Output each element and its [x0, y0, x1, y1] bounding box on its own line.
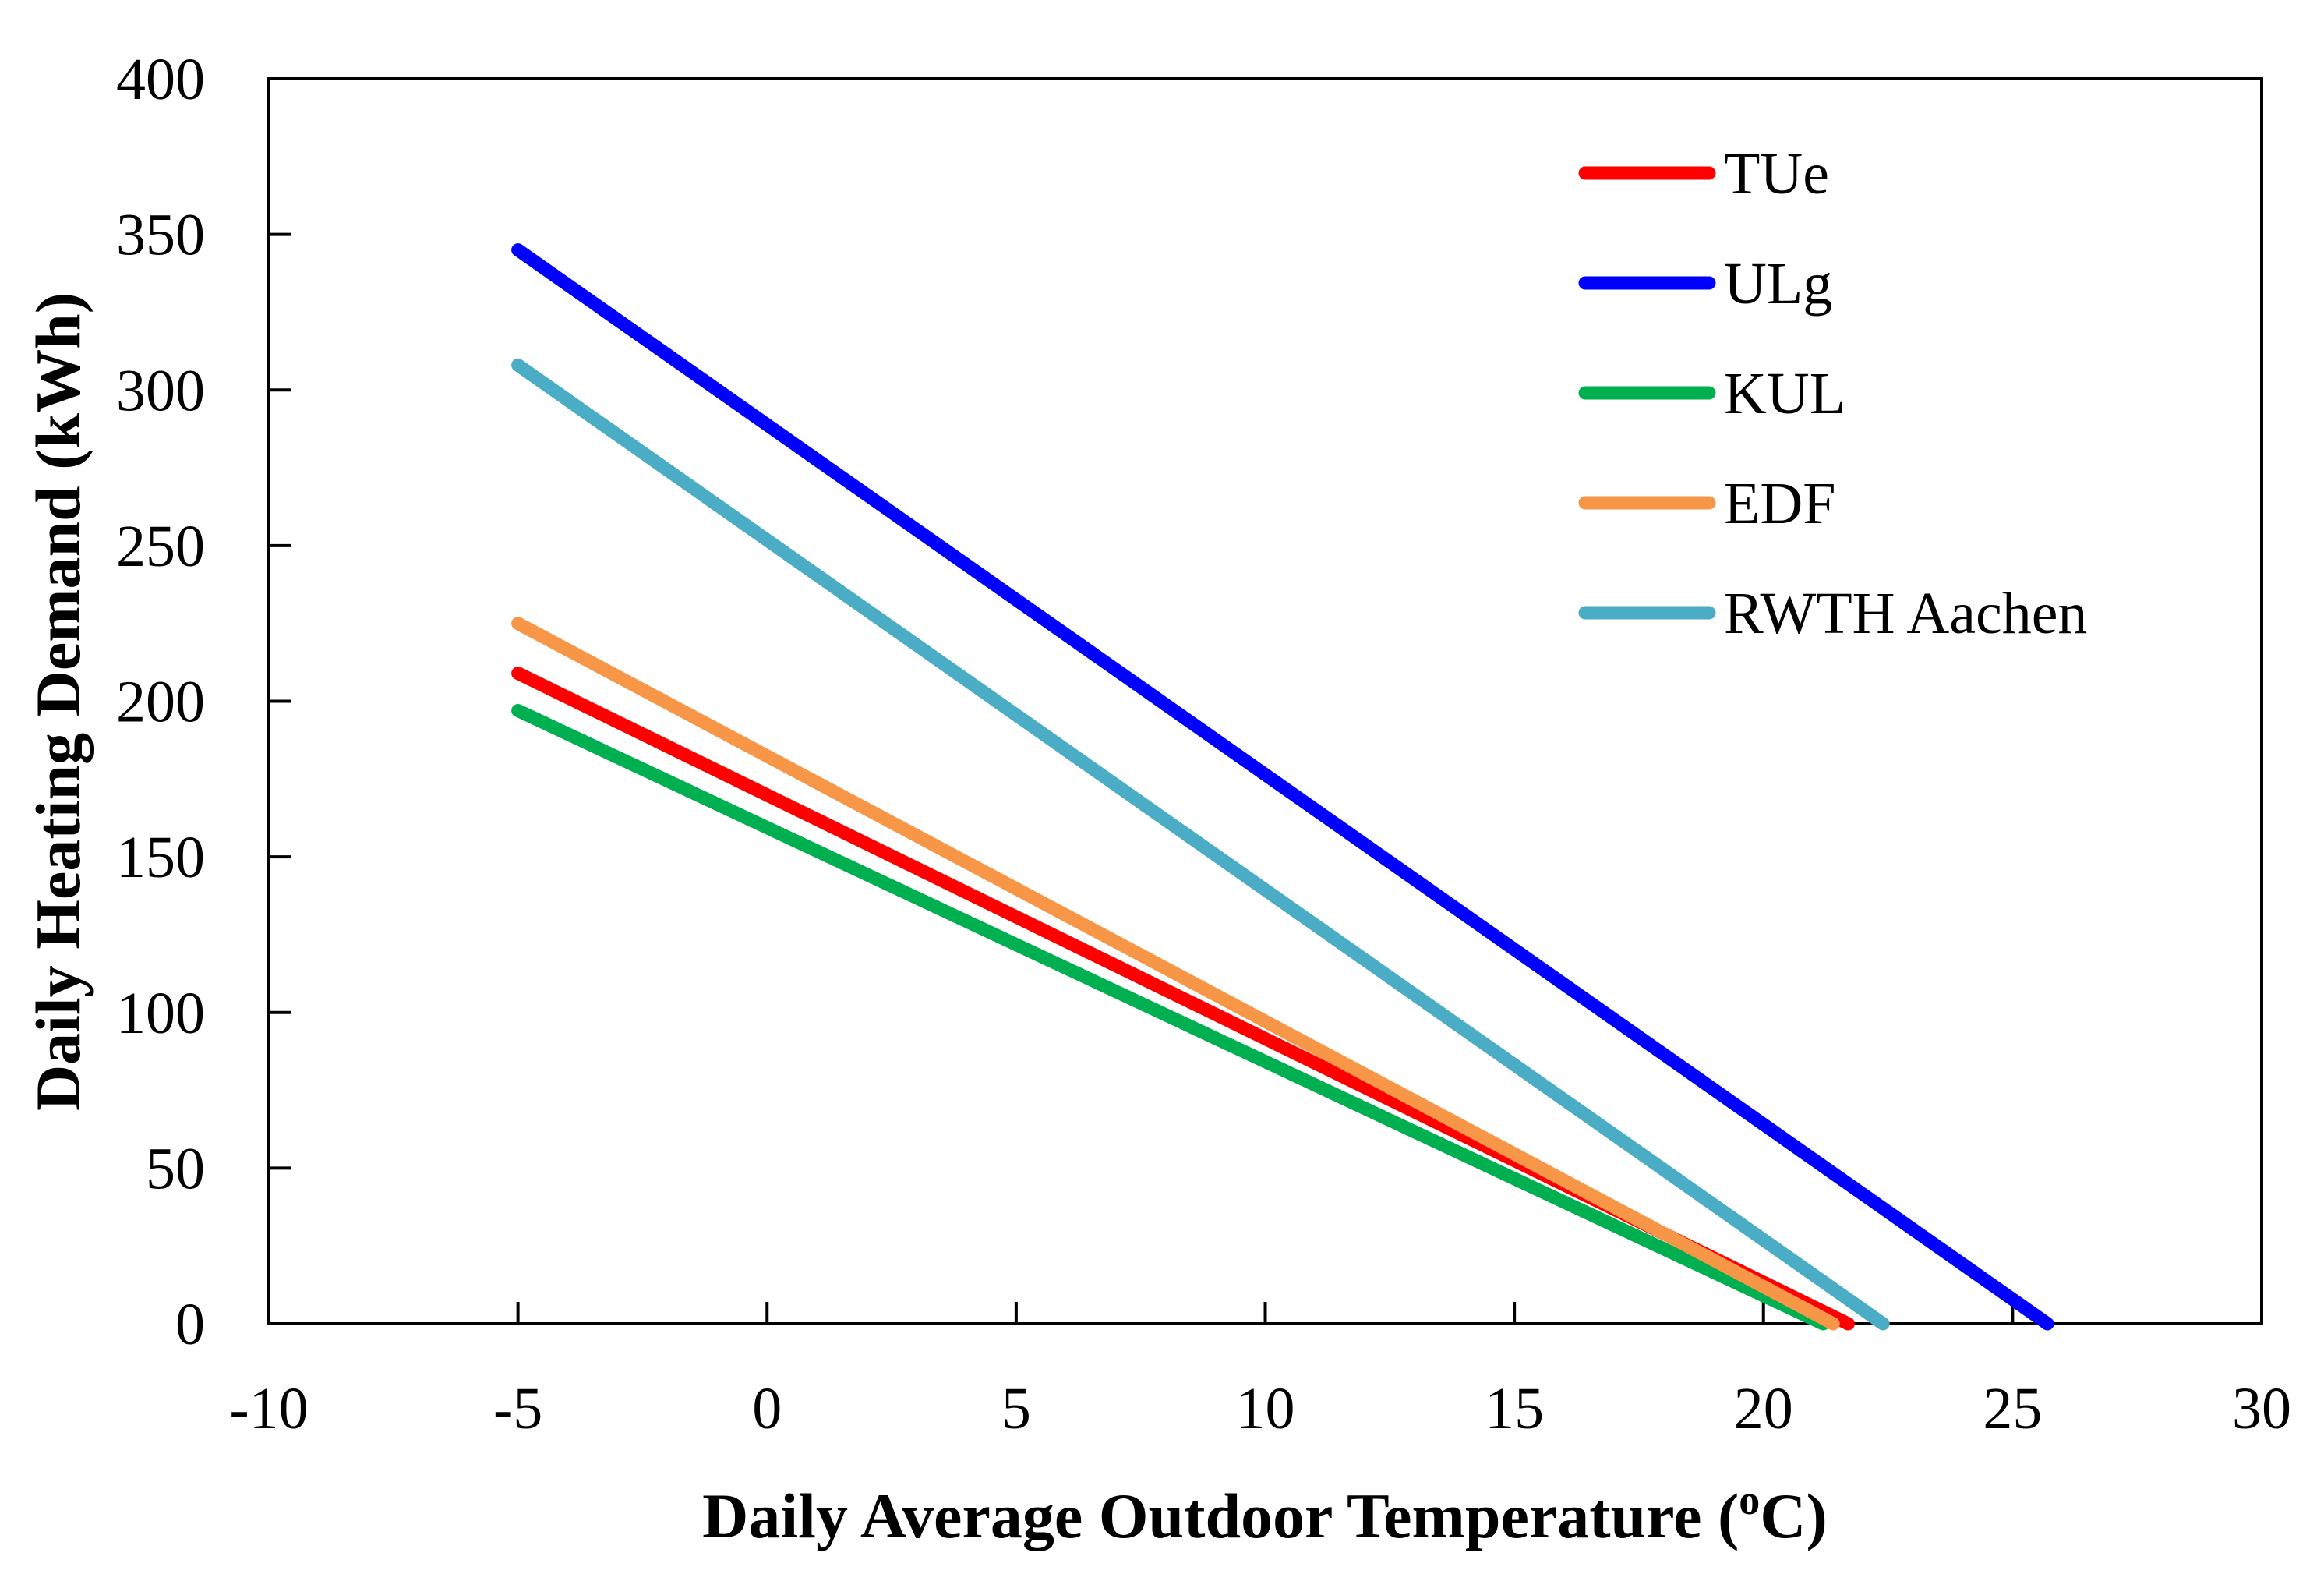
- y-axis-title: Daily Heating Demand (kWh): [23, 292, 94, 1111]
- x-tick-label: 25: [1983, 1376, 2042, 1441]
- x-tick-label: 10: [1236, 1376, 1295, 1441]
- y-tick-label: 250: [116, 514, 205, 579]
- x-tick-label: -5: [493, 1376, 542, 1441]
- series-line-rwth-aachen: [511, 358, 1890, 1331]
- x-tick-label: 0: [752, 1376, 782, 1441]
- x-axis-title: Daily Average Outdoor Temperature (oC): [702, 1477, 1828, 1551]
- x-axis-title-superscript: o: [1739, 1477, 1760, 1523]
- legend: TUe ULg KUL EDF RWTH Aachen: [1578, 141, 2087, 646]
- series-line-kul: [511, 703, 1830, 1331]
- x-tick-label: 20: [1734, 1376, 1793, 1441]
- legend-label: RWTH Aachen: [1724, 581, 2087, 646]
- y-tick-label: 150: [116, 825, 205, 890]
- series-lines: [511, 243, 2054, 1331]
- y-tick-label: 100: [116, 981, 205, 1046]
- x-axis-title-text: Daily Average Outdoor Temperature (: [702, 1480, 1739, 1551]
- series-line-edf: [511, 617, 1840, 1331]
- x-tick-label: -10: [229, 1376, 308, 1441]
- legend-label: EDF: [1724, 471, 1836, 536]
- x-axis-ticks: -10 -5 0 5 10 15 20 25 30: [229, 1302, 2291, 1441]
- y-tick-label: 200: [116, 670, 205, 735]
- legend-label: KUL: [1724, 361, 1845, 426]
- legend-label: TUe: [1724, 141, 1829, 207]
- x-tick-label: 30: [2232, 1376, 2291, 1441]
- x-axis-title-unit: C): [1760, 1480, 1828, 1551]
- series-line-ulg: [511, 243, 2054, 1331]
- x-tick-label: 15: [1485, 1376, 1544, 1441]
- legend-label: ULg: [1724, 251, 1832, 317]
- y-tick-label: 350: [116, 203, 205, 268]
- y-tick-label: 50: [146, 1136, 205, 1201]
- y-tick-label: 300: [116, 358, 205, 423]
- y-tick-label: 400: [116, 47, 205, 112]
- y-axis-ticks: 0 50 100 150 200 250 300 350 400: [116, 47, 291, 1357]
- x-tick-label: 5: [1001, 1376, 1031, 1441]
- y-tick-label: 0: [175, 1292, 205, 1357]
